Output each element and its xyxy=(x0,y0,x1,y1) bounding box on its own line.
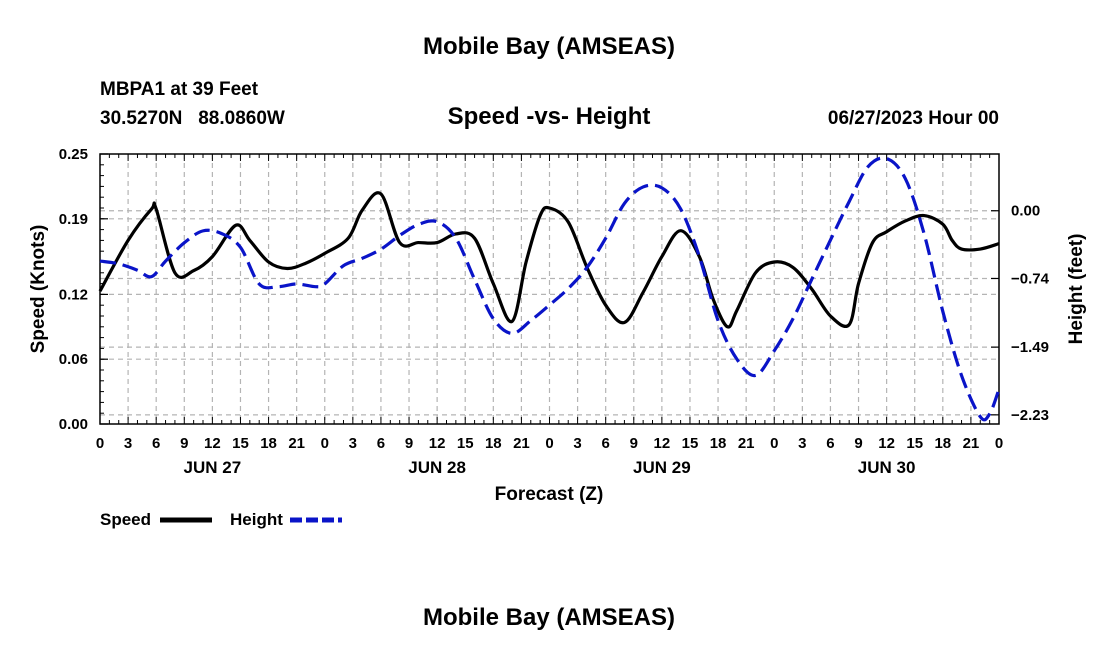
station-coords: 30.5270N 88.0860W xyxy=(100,108,285,129)
x-tick-label: 18 xyxy=(934,435,951,452)
x-tick-label: 3 xyxy=(124,435,132,452)
footer-title: Mobile Bay (AMSEAS) xyxy=(423,604,675,631)
y-tick-label-left: 0.00 xyxy=(59,416,88,433)
x-axis-label: Forecast (Z) xyxy=(495,484,604,505)
axes: 0 3 6 9 12 15 18 21 0 3 6 9 12 15 18 21 0 3 6 9 12 15 18 21 0 3 6 9… xyxy=(59,146,1050,477)
y-tick-label-right: 0.00 xyxy=(1011,203,1040,220)
x-tick-label: 12 xyxy=(654,435,671,452)
x-tick-label: 21 xyxy=(513,435,530,452)
y-axis-label-right: Height (feet) xyxy=(1066,234,1087,345)
chart-subtitle: Speed -vs- Height xyxy=(448,103,651,130)
day-label: JUN 28 xyxy=(408,458,466,477)
x-tick-label: 6 xyxy=(602,435,610,452)
x-tick-label: 12 xyxy=(204,435,221,452)
x-tick-label: 9 xyxy=(854,435,862,452)
x-tick-label: 12 xyxy=(429,435,446,452)
x-tick-label: 15 xyxy=(232,435,249,452)
x-tick-label: 6 xyxy=(377,435,385,452)
legend-label-height: Height xyxy=(230,510,283,529)
x-tick-label: 18 xyxy=(485,435,502,452)
x-tick-label: 15 xyxy=(906,435,923,452)
y-tick-label-left: 0.25 xyxy=(59,146,88,163)
y-axis-label-left: Speed (Knots) xyxy=(28,225,49,354)
x-tick-label: 21 xyxy=(963,435,980,452)
x-tick-label: 3 xyxy=(798,435,806,452)
y-tick-label-right: −1.49 xyxy=(1011,339,1049,356)
x-tick-label: 15 xyxy=(457,435,474,452)
x-tick-label: 21 xyxy=(738,435,755,452)
x-tick-label: 0 xyxy=(321,435,329,452)
station-label: MBPA1 at 39 Feet xyxy=(100,79,259,100)
day-label: JUN 27 xyxy=(184,458,242,477)
series-line-speed xyxy=(98,191,1000,329)
x-tick-label: 18 xyxy=(260,435,277,452)
legend-label-speed: Speed xyxy=(100,510,151,529)
x-tick-label: 3 xyxy=(573,435,581,452)
y-tick-label-right: −0.74 xyxy=(1011,270,1050,287)
x-tick-label: 0 xyxy=(995,435,1003,452)
x-tick-label: 9 xyxy=(630,435,638,452)
x-tick-label: 0 xyxy=(545,435,553,452)
x-tick-label: 12 xyxy=(878,435,895,452)
run-time: 06/27/2023 Hour 00 xyxy=(828,108,999,129)
y-tick-label-left: 0.12 xyxy=(59,286,88,303)
x-tick-label: 9 xyxy=(405,435,413,452)
x-tick-label: 21 xyxy=(288,435,305,452)
day-label: JUN 29 xyxy=(633,458,691,477)
x-tick-label: 15 xyxy=(682,435,699,452)
y-tick-label-left: 0.06 xyxy=(59,351,88,368)
gridlines xyxy=(100,154,999,424)
legend: Speed Height xyxy=(100,510,342,529)
x-tick-label: 3 xyxy=(349,435,357,452)
x-tick-label: 18 xyxy=(710,435,727,452)
x-tick-label: 0 xyxy=(96,435,104,452)
page-title: Mobile Bay (AMSEAS) xyxy=(423,33,675,60)
x-tick-label: 6 xyxy=(826,435,834,452)
y-tick-label-left: 0.19 xyxy=(59,211,88,228)
x-tick-label: 9 xyxy=(180,435,188,452)
x-tick-label: 6 xyxy=(152,435,160,452)
x-tick-label: 0 xyxy=(770,435,778,452)
y-tick-label-right: −2.23 xyxy=(1011,407,1049,424)
series-group xyxy=(98,156,1001,422)
day-label: JUN 30 xyxy=(858,458,916,477)
